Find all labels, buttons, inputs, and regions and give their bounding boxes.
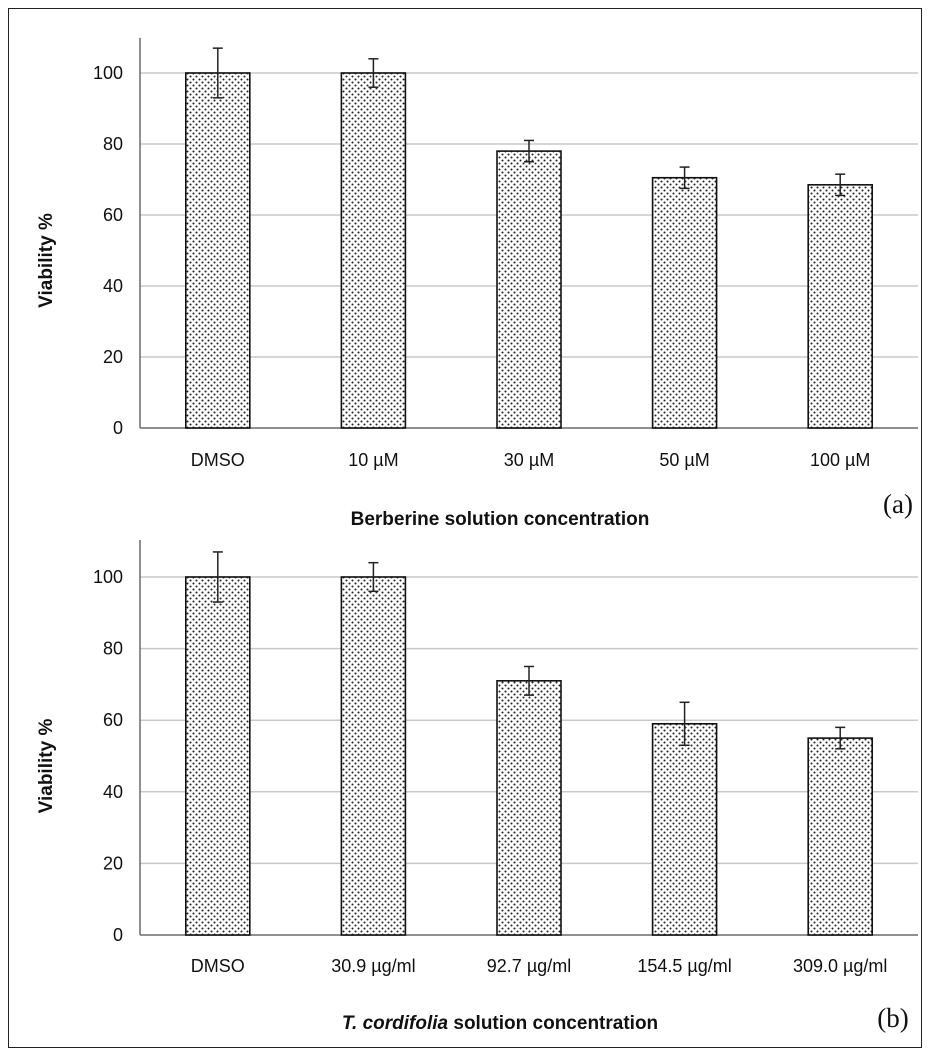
x-category-label: 10 µM: [348, 450, 398, 470]
y-tick-label: 60: [103, 710, 123, 730]
bar: [340, 72, 407, 429]
y-tick-label: 20: [103, 853, 123, 873]
bar: [496, 150, 562, 429]
y-tick-label: 100: [93, 567, 123, 587]
y-axis-title: Viability %: [36, 719, 57, 814]
x-axis-title: Berberine solution concentration: [351, 509, 650, 530]
x-category-label: DMSO: [191, 956, 245, 976]
panel-label: (b): [877, 1003, 908, 1033]
y-tick-label: 60: [103, 205, 123, 225]
x-category-label: 100 µM: [810, 450, 870, 470]
x-axis-title-part: solution concentration: [448, 1013, 658, 1034]
y-tick-label: 100: [93, 63, 123, 83]
y-tick-label: 40: [103, 276, 123, 296]
bar: [340, 576, 407, 936]
y-tick-label: 80: [103, 639, 123, 659]
x-category-label: 154.5 µg/ml: [637, 956, 731, 976]
x-axis-title: T. cordifolia solution concentration: [342, 1013, 658, 1034]
bar: [651, 176, 718, 429]
y-tick-label: 0: [113, 418, 123, 438]
y-tick-label: 40: [103, 782, 123, 802]
x-axis-title-part: T. cordifolia: [342, 1013, 449, 1034]
figure-frame: [8, 8, 922, 1048]
bar: [807, 184, 874, 429]
y-tick-label: 0: [113, 925, 123, 945]
bar: [185, 576, 251, 936]
x-category-label: 30 µM: [504, 450, 554, 470]
y-axis-title: Viability %: [36, 213, 57, 308]
x-axis-title-part: Berberine solution concentration: [351, 509, 650, 530]
panel-label: (a): [883, 489, 913, 519]
x-category-label: 30.9 µg/ml: [331, 956, 415, 976]
y-tick-label: 80: [103, 134, 123, 154]
x-category-label: 92.7 µg/ml: [487, 956, 571, 976]
bar: [185, 72, 251, 429]
x-category-label: 50 µM: [659, 450, 709, 470]
chart-panel-a: 0 20 40 60 80 100 DMSO 10 µM 30 µM 50 µM 100 µM Via…: [36, 38, 918, 530]
x-category-label: 309.0 µg/ml: [793, 956, 887, 976]
y-tick-label: 20: [103, 347, 123, 367]
chart-panel-b: 0 20 40 60 80 100 DMSO 30.9 µg/ml 92.7 µg/ml 154.…: [36, 540, 918, 1034]
x-category-label: DMSO: [191, 450, 245, 470]
